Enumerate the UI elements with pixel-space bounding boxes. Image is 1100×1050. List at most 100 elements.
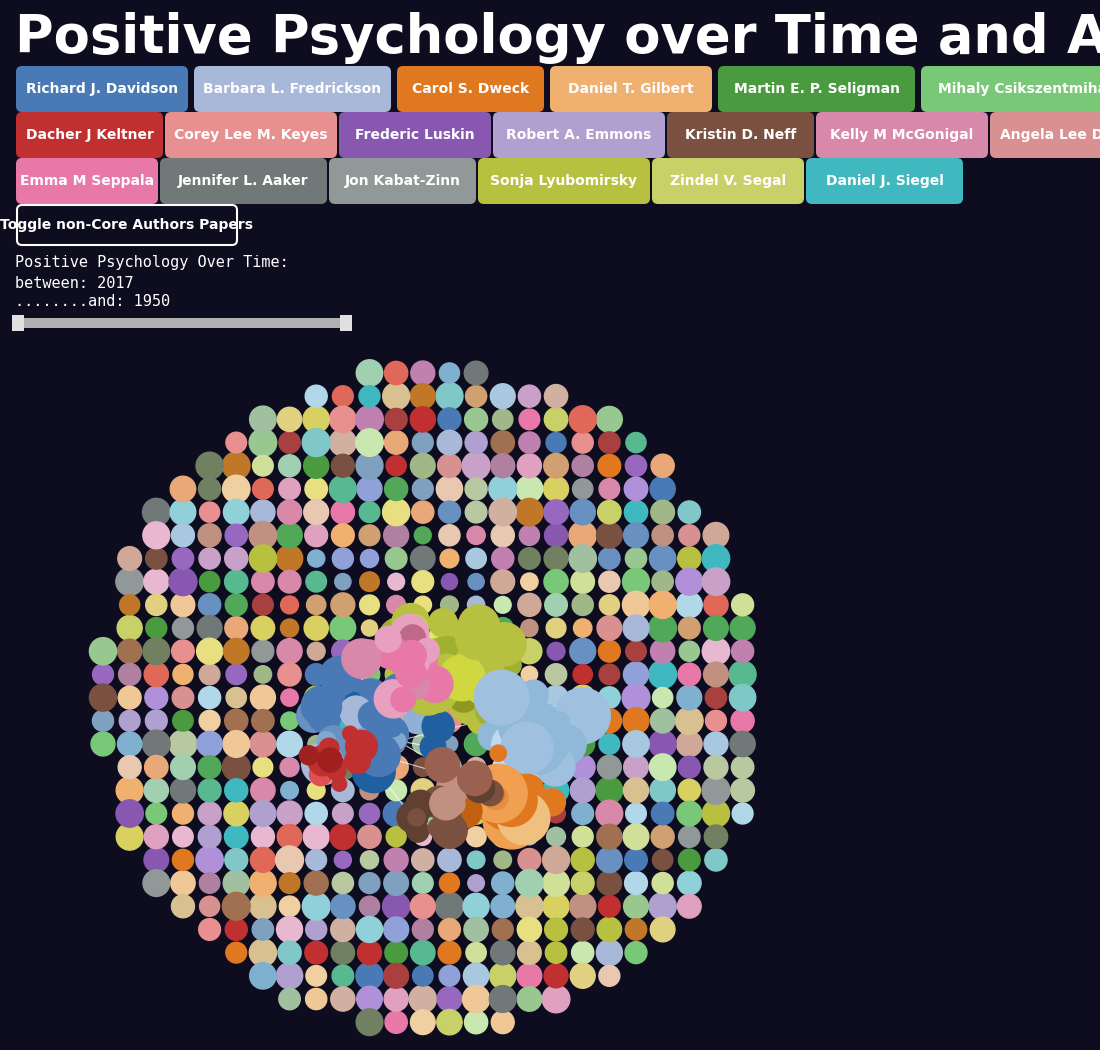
Circle shape <box>483 791 541 848</box>
Circle shape <box>404 668 451 715</box>
Circle shape <box>331 524 354 547</box>
Circle shape <box>396 656 420 680</box>
Circle shape <box>600 734 619 754</box>
Circle shape <box>410 801 436 826</box>
Circle shape <box>459 629 482 651</box>
Circle shape <box>397 614 428 646</box>
Circle shape <box>574 712 592 730</box>
Circle shape <box>198 825 221 848</box>
Circle shape <box>508 803 528 823</box>
Circle shape <box>570 778 595 802</box>
Circle shape <box>170 778 196 803</box>
Circle shape <box>399 670 429 699</box>
Circle shape <box>705 711 726 731</box>
Circle shape <box>513 788 536 811</box>
Circle shape <box>597 615 622 640</box>
Circle shape <box>199 502 220 522</box>
Circle shape <box>516 499 543 526</box>
Circle shape <box>493 617 514 638</box>
Circle shape <box>385 1011 407 1033</box>
Circle shape <box>476 785 515 824</box>
Circle shape <box>544 384 568 407</box>
Circle shape <box>408 808 425 826</box>
Text: Martin E. P. Seligman: Martin E. P. Seligman <box>734 82 900 96</box>
Circle shape <box>360 803 379 823</box>
Circle shape <box>465 681 508 724</box>
Circle shape <box>570 894 596 920</box>
Circle shape <box>415 643 431 659</box>
Circle shape <box>491 778 515 802</box>
Circle shape <box>572 479 593 499</box>
Circle shape <box>732 640 754 663</box>
Circle shape <box>305 478 328 500</box>
Circle shape <box>412 873 433 894</box>
Circle shape <box>499 654 521 676</box>
Circle shape <box>518 941 541 965</box>
Circle shape <box>331 593 355 616</box>
Circle shape <box>276 963 303 989</box>
Circle shape <box>343 727 358 741</box>
Circle shape <box>544 593 568 616</box>
Circle shape <box>351 701 386 737</box>
Circle shape <box>91 732 116 756</box>
Circle shape <box>466 826 486 846</box>
Circle shape <box>304 824 329 849</box>
Circle shape <box>356 360 383 386</box>
Circle shape <box>329 429 356 456</box>
Circle shape <box>330 755 355 780</box>
FancyBboxPatch shape <box>816 112 988 158</box>
Circle shape <box>356 986 383 1012</box>
Circle shape <box>345 735 370 758</box>
Circle shape <box>466 943 486 963</box>
Circle shape <box>520 573 538 590</box>
Circle shape <box>493 757 513 777</box>
Circle shape <box>333 665 352 684</box>
Circle shape <box>440 827 459 845</box>
Circle shape <box>596 940 623 966</box>
Circle shape <box>650 778 675 803</box>
Circle shape <box>649 591 676 618</box>
Circle shape <box>390 651 417 677</box>
Circle shape <box>518 687 540 709</box>
Circle shape <box>359 701 387 731</box>
Circle shape <box>512 803 542 835</box>
Circle shape <box>306 757 327 777</box>
Circle shape <box>676 801 702 826</box>
Circle shape <box>485 775 537 826</box>
Circle shape <box>542 985 570 1013</box>
Circle shape <box>702 776 730 804</box>
Circle shape <box>625 872 648 895</box>
Circle shape <box>598 432 620 454</box>
Circle shape <box>331 455 354 477</box>
Circle shape <box>522 708 579 763</box>
Circle shape <box>624 755 648 779</box>
Circle shape <box>197 731 222 757</box>
Circle shape <box>442 818 466 841</box>
Circle shape <box>276 917 303 943</box>
Circle shape <box>404 647 430 673</box>
Circle shape <box>361 713 377 729</box>
Circle shape <box>572 594 593 615</box>
Circle shape <box>352 713 387 748</box>
Circle shape <box>515 729 541 755</box>
Circle shape <box>222 753 250 781</box>
Circle shape <box>170 870 195 896</box>
Circle shape <box>321 750 340 769</box>
Circle shape <box>383 800 409 826</box>
Circle shape <box>702 568 729 595</box>
Circle shape <box>366 735 389 757</box>
Circle shape <box>224 848 248 872</box>
Circle shape <box>438 709 461 733</box>
Circle shape <box>384 523 408 548</box>
Circle shape <box>490 963 516 989</box>
Circle shape <box>342 638 382 678</box>
Circle shape <box>447 638 485 677</box>
Circle shape <box>468 573 484 590</box>
Circle shape <box>199 897 220 917</box>
Circle shape <box>486 775 535 824</box>
Circle shape <box>307 711 326 731</box>
Circle shape <box>360 781 378 800</box>
Circle shape <box>705 848 727 872</box>
Circle shape <box>544 918 568 941</box>
Circle shape <box>432 813 468 848</box>
